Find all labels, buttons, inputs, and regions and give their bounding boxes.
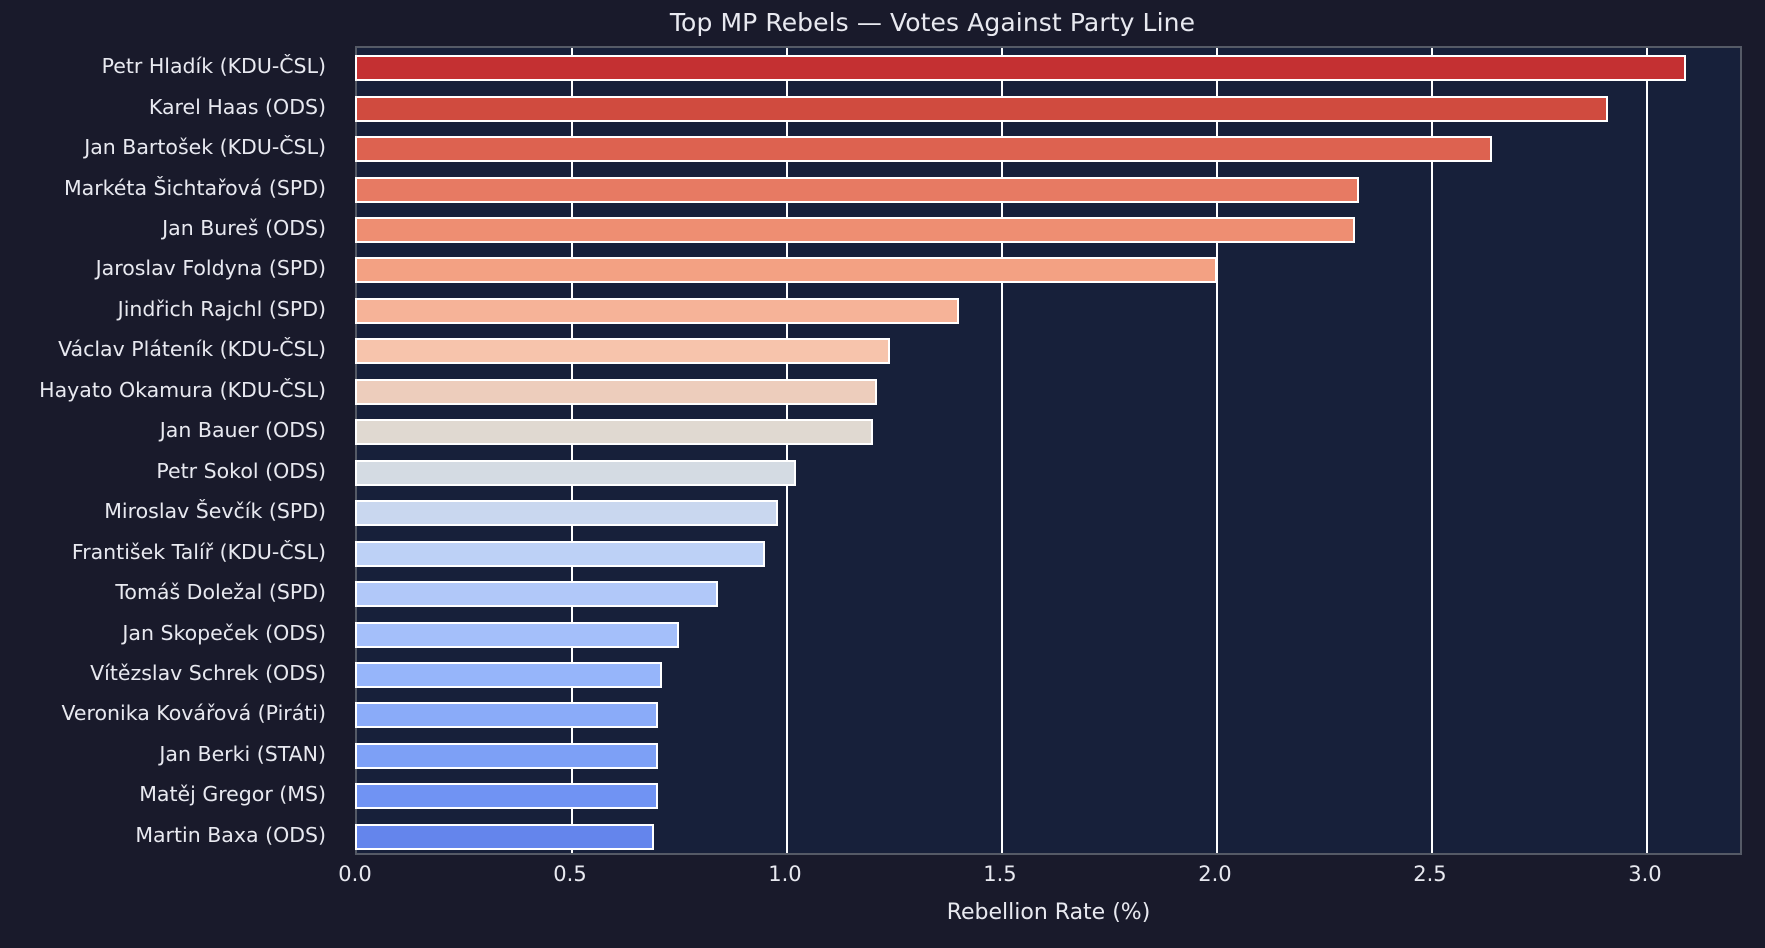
x-axis-tick-labels: 0.0 0.5 1.0 1.5 2.0 2.5 3.0	[0, 862, 1765, 902]
y-tick-label: Jan Skopeček (ODS)	[122, 620, 326, 645]
bar	[355, 217, 1355, 244]
x-tick-label: 0.5	[553, 862, 587, 886]
y-tick-label: Tomáš Doležal (SPD)	[115, 580, 326, 605]
bar-series	[355, 48, 1740, 853]
bar	[355, 378, 878, 405]
x-tick-label: 2.5	[1413, 862, 1447, 886]
y-tick-label: Vítězslav Schrek (ODS)	[90, 660, 326, 685]
y-tick-label: Hayato Okamura (KDU-ČSL)	[39, 377, 326, 402]
x-tick-label: 1.0	[768, 862, 802, 886]
y-tick-label: Petr Hladík (KDU-ČSL)	[101, 54, 326, 79]
x-axis-label: Rebellion Rate (%)	[946, 900, 1151, 925]
bar	[355, 581, 719, 608]
bar	[355, 136, 1493, 163]
y-tick-label: Jan Bauer (ODS)	[159, 418, 326, 443]
bar	[355, 419, 873, 446]
x-tick-label: 3.0	[1628, 862, 1662, 886]
y-tick-label: Jindřich Rajchl (SPD)	[117, 296, 326, 321]
y-tick-label: Jaroslav Foldyna (SPD)	[95, 256, 326, 281]
bar	[355, 621, 680, 648]
y-tick-label: Petr Sokol (ODS)	[156, 458, 326, 483]
bar	[355, 783, 658, 810]
bar	[355, 95, 1609, 122]
x-tick-label: 1.5	[983, 862, 1017, 886]
bar	[355, 540, 766, 567]
y-tick-label: Václav Pláteník (KDU-ČSL)	[58, 337, 326, 362]
bar	[355, 297, 959, 324]
y-tick-label: Martin Baxa (ODS)	[135, 822, 326, 847]
bar	[355, 500, 779, 527]
bar	[355, 55, 1686, 82]
y-tick-label: Jan Berki (STAN)	[159, 741, 326, 766]
bar	[355, 661, 663, 688]
y-tick-label: Matěj Gregor (MS)	[139, 782, 326, 807]
y-tick-label: František Talíř (KDU-ČSL)	[71, 539, 326, 564]
y-tick-label: Markéta Šichtařová (SPD)	[63, 175, 326, 200]
x-tick-label: 0.0	[338, 862, 372, 886]
x-tick-label: 2.0	[1198, 862, 1232, 886]
bar	[355, 176, 1359, 203]
y-tick-label: Jan Bureš (ODS)	[162, 216, 326, 241]
plot-area	[355, 46, 1742, 855]
y-axis-tick-labels: Petr Hladík (KDU-ČSL) Karel Haas (ODS) Jan…	[0, 46, 340, 855]
y-tick-label: Karel Haas (ODS)	[148, 94, 326, 119]
bar	[355, 338, 891, 365]
bar	[355, 459, 796, 486]
bar	[355, 702, 658, 729]
y-tick-label: Jan Bartošek (KDU-ČSL)	[84, 135, 326, 160]
bar	[355, 257, 1217, 284]
bar	[355, 823, 654, 850]
y-tick-label: Miroslav Ševčík (SPD)	[104, 499, 326, 524]
chart-title: Top MP Rebels — Votes Against Party Line	[669, 8, 1196, 37]
y-tick-label: Veronika Kovářová (Piráti)	[61, 701, 326, 726]
bar	[355, 742, 658, 769]
